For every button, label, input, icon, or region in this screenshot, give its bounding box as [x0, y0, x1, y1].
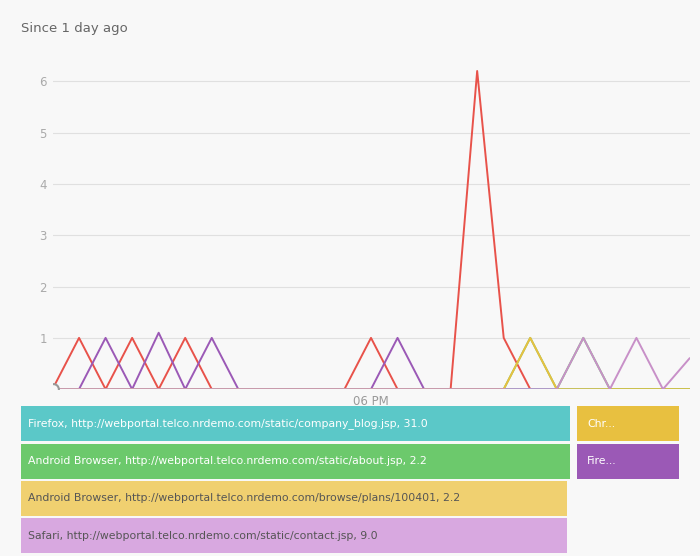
Text: Android Browser, http://webportal.telco.nrdemo.com/browse/plans/100401, 2.2: Android Browser, http://webportal.telco.… — [27, 494, 460, 503]
Text: Fire...: Fire... — [587, 456, 617, 466]
Text: Safari, http://webportal.telco.nrdemo.com/static/contact.jsp, 9.0: Safari, http://webportal.telco.nrdemo.co… — [27, 531, 377, 540]
Text: Firefox, http://webportal.telco.nrdemo.com/static/company_blog.jsp, 31.0: Firefox, http://webportal.telco.nrdemo.c… — [27, 419, 427, 429]
Text: Since 1 day ago: Since 1 day ago — [21, 22, 127, 35]
Text: Android Browser, http://webportal.telco.nrdemo.com/static/about.jsp, 2.2: Android Browser, http://webportal.telco.… — [27, 456, 426, 466]
Text: Chr...: Chr... — [587, 419, 615, 429]
Point — [47, 385, 58, 394]
